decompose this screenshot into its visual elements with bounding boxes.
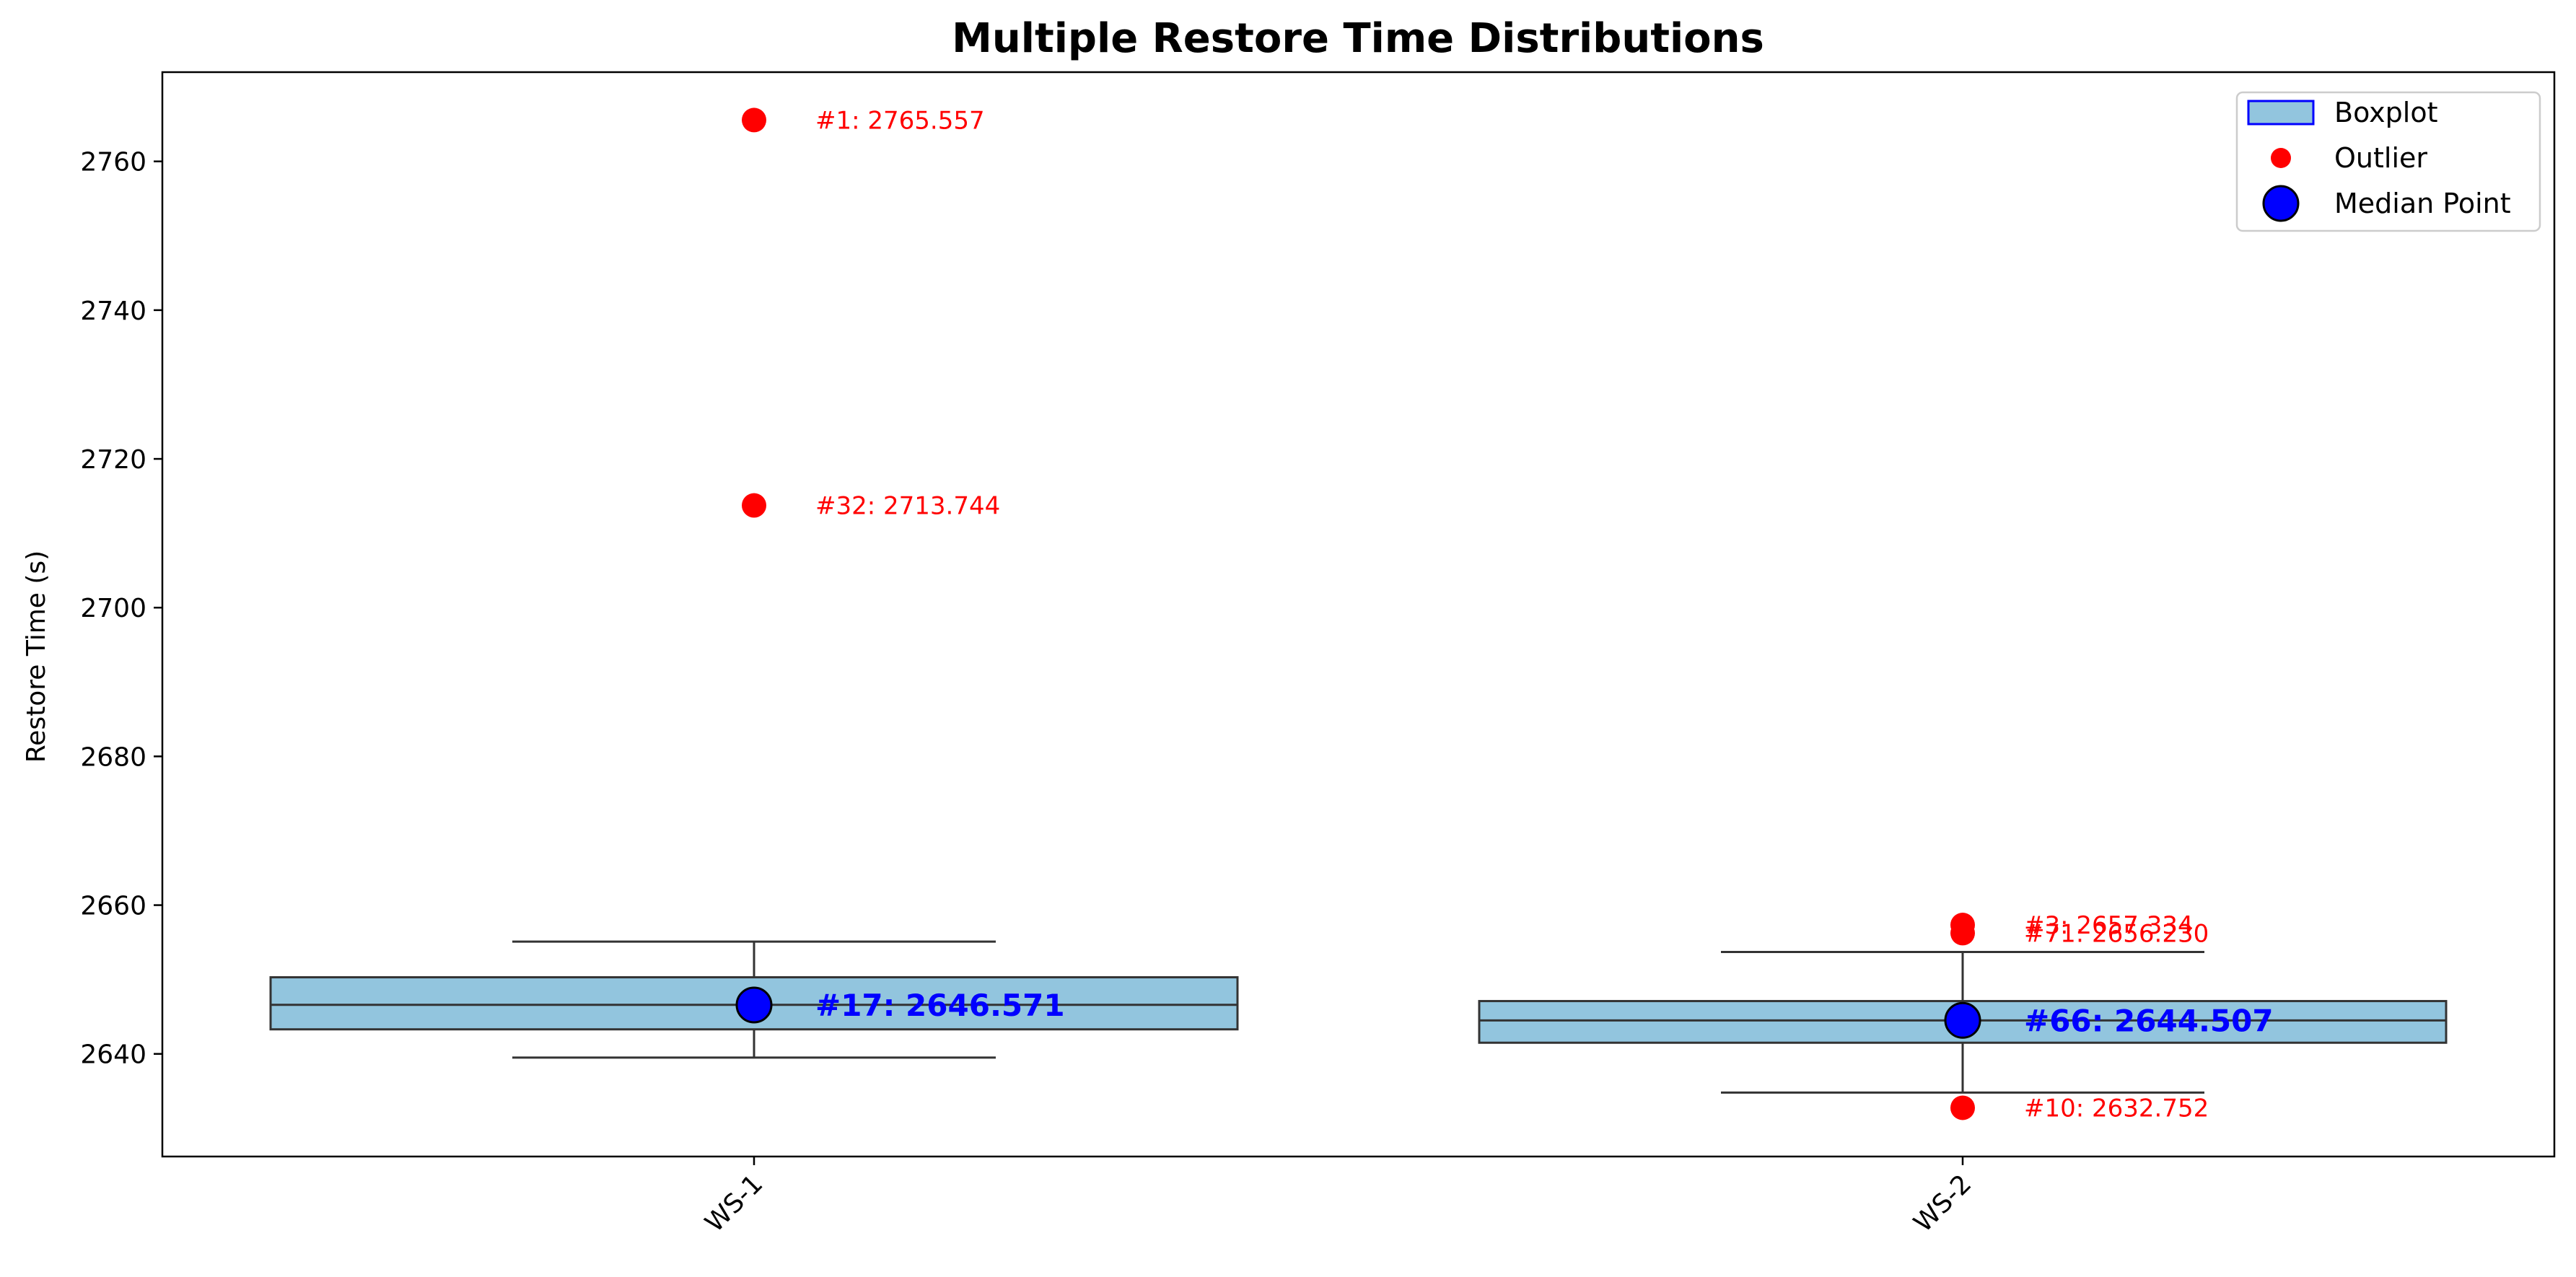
y-tick-label: 2680 xyxy=(80,742,146,772)
plot-area: #1: 2765.557 #32: 2713.744 #17: 2646.571 #3… xyxy=(269,106,2448,1123)
y-tick-label: 2740 xyxy=(80,297,146,326)
y-tick-label: 2720 xyxy=(80,445,146,475)
legend-label: Boxplot xyxy=(2334,97,2437,128)
chart-title: Multiple Restore Time Distributions xyxy=(952,15,1764,62)
legend-swatch-outlier xyxy=(2271,148,2291,168)
outlier-point xyxy=(1950,1095,1975,1120)
median-point-label: #17: 2646.571 xyxy=(815,988,1065,1023)
legend-swatch-median xyxy=(2262,185,2300,222)
legend: Boxplot Outlier Median Point xyxy=(2235,91,2541,232)
outlier-label: #1: 2765.557 xyxy=(815,106,985,135)
box-group: #3: 2657.334#71: 2656.230 #10: 2632.752 #6… xyxy=(1478,911,2448,1123)
median-point-label: #66: 2644.507 xyxy=(2024,1003,2274,1038)
y-axis-label: Restore Time (s) xyxy=(22,550,51,763)
y-tick-label: 2640 xyxy=(80,1040,146,1070)
y-tick-label: 2760 xyxy=(80,148,146,177)
outlier-label: #3: 2657.334 xyxy=(2024,911,2194,940)
outlier-point xyxy=(742,493,766,518)
plot-frame xyxy=(161,71,2556,1158)
legend-label: Median Point xyxy=(2334,188,2511,219)
y-tick-label: 2660 xyxy=(80,892,146,921)
legend-frame xyxy=(2235,91,2541,232)
median-point xyxy=(1944,1001,1981,1039)
y-tick-label: 2700 xyxy=(80,594,146,623)
median-point xyxy=(735,986,773,1024)
outlier-label: #10: 2632.752 xyxy=(2024,1094,2209,1123)
outlier-label: #32: 2713.744 xyxy=(815,492,1000,521)
legend-swatch-boxplot xyxy=(2247,100,2315,126)
box-group: #1: 2765.557 #32: 2713.744 #17: 2646.571 xyxy=(269,106,1239,1059)
outlier-point xyxy=(742,107,766,133)
outlier-label: #71: 2656.230 xyxy=(2024,919,2209,948)
outlier-point xyxy=(1950,921,1975,946)
legend-label: Outlier xyxy=(2334,142,2427,174)
